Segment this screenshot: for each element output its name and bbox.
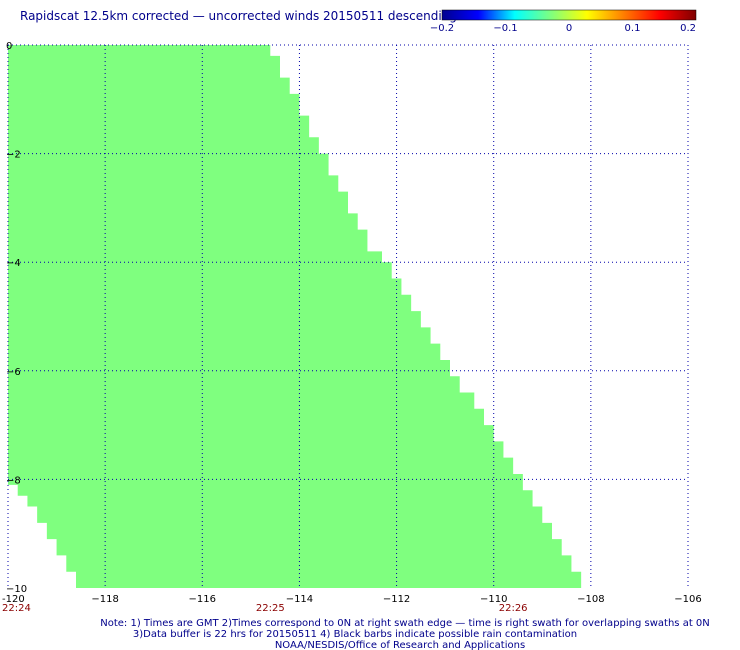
x-tick-label: −112 (383, 594, 410, 605)
y-tick-label: −2 (6, 150, 21, 161)
x-tick-label: −116 (189, 594, 216, 605)
colorbar: −0.2 −0.1 0 0.1 0.2 (430, 9, 697, 34)
chart-title: Rapidscat 12.5km corrected — uncorrected… (20, 9, 457, 23)
x-tick-label: −110 (480, 594, 507, 605)
x-tick-label: −108 (577, 594, 604, 605)
y-tick-label: −4 (6, 258, 21, 269)
x-tick-label: −106 (674, 594, 701, 605)
x-tick-label: -120 (2, 594, 25, 605)
colorbar-tick-label: −0.1 (493, 23, 517, 34)
y-tick-label: −10 (6, 584, 27, 595)
note-line-3: NOAA/NESDIS/Office of Research and Appli… (275, 640, 525, 650)
colorbar-rect (441, 9, 697, 21)
y-tick-label: −6 (6, 367, 21, 378)
note-line-1: Note: 1) Times are GMT 2)Times correspon… (100, 618, 710, 629)
colorbar-tick-label: 0 (566, 23, 572, 34)
x-tick-label: −114 (286, 594, 313, 605)
y-tick-label: −8 (6, 475, 21, 486)
plot-area: 0 −2 −4 −6 −8 −10-120 −118 −116 −114 −112 −110 −108… (2, 41, 702, 614)
x-tick-label: −118 (91, 594, 118, 605)
colorbar-tick-label: 0.1 (625, 23, 641, 34)
time-label: 22:24 (2, 603, 31, 614)
time-label: 22:25 (256, 603, 285, 614)
colorbar-tick-label: 0.2 (680, 23, 696, 34)
swath-fill (8, 45, 582, 588)
y-tick-label: 0 (6, 41, 12, 52)
time-label: 22:26 (499, 603, 528, 614)
colorbar-tick-label: −0.2 (430, 23, 454, 34)
note-line-2: 3)Data buffer is 22 hrs for 20150511 4) … (133, 629, 577, 640)
